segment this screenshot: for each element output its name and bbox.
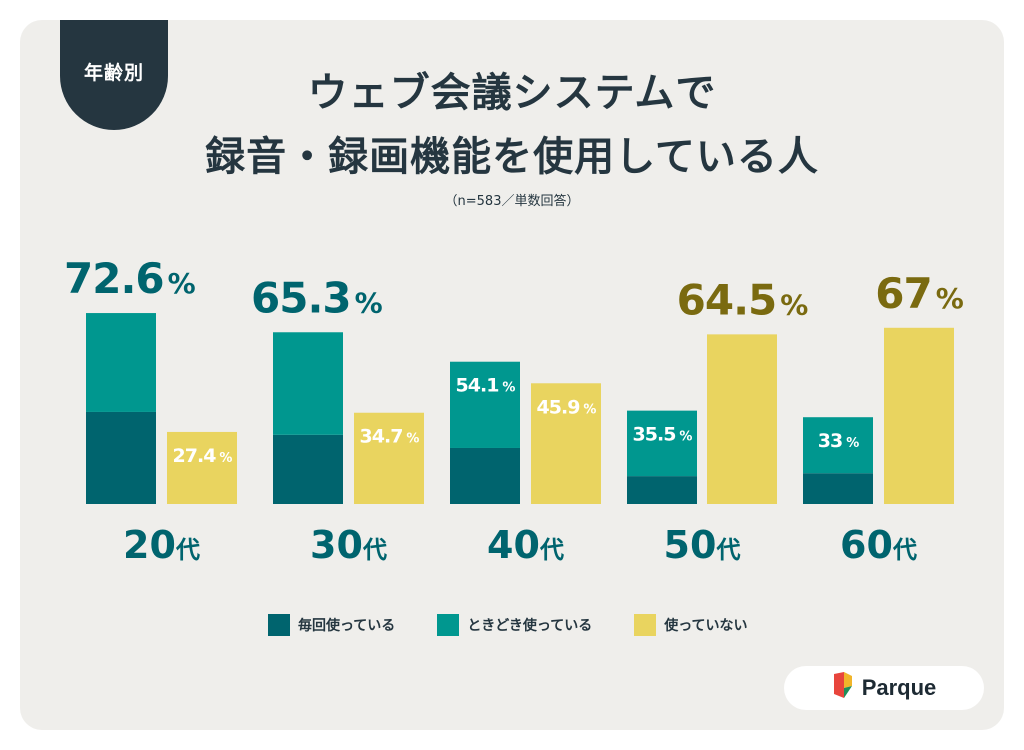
- parque-logo-text: Parque: [861, 675, 937, 700]
- legend-swatch-every-time: [268, 614, 290, 636]
- label-not-using-total-0-value: 27.4: [173, 445, 217, 467]
- bar-sometimes-4: [803, 417, 873, 474]
- bar-every-time-0: [86, 411, 156, 504]
- label-using-total-4-value: 33: [818, 430, 842, 452]
- category-number-0: 20: [123, 523, 176, 567]
- label-not-using-total-3-value: 64.5: [677, 275, 777, 324]
- label-not-using-total-1-percent: %: [406, 432, 419, 447]
- label-not-using-total-4-value: 67: [875, 269, 931, 318]
- legend-label-sometimes: ときどき使っている: [467, 618, 593, 634]
- label-using-total-4-percent: %: [846, 436, 859, 451]
- label-using-total-1: 65.3%: [251, 273, 383, 322]
- label-not-using-total-1: 34.7%: [360, 426, 420, 448]
- bar-sometimes-3: [627, 410, 697, 477]
- label-not-using-total-3-percent: %: [780, 288, 808, 321]
- category-label-2: 40代: [487, 523, 564, 567]
- bar-sometimes-2: [450, 361, 520, 448]
- legend-label-not-using: 使っていない: [664, 618, 748, 634]
- category-number-3: 50: [664, 523, 717, 567]
- label-not-using-total-0: 27.4%: [173, 445, 233, 467]
- label-using-total-1-percent: %: [355, 286, 383, 319]
- bar-not-using-1: [354, 412, 424, 504]
- bar-sometimes-0: [86, 313, 156, 412]
- parque-logo-icon: [832, 672, 854, 704]
- bar-not-using-3: [707, 334, 777, 504]
- category-label-0: 20代: [123, 523, 200, 567]
- category-suffix-4: 代: [892, 536, 917, 564]
- category-label-1: 30代: [310, 523, 387, 567]
- label-using-total-3: 35.5%: [633, 424, 693, 446]
- category-number-4: 60: [840, 523, 893, 567]
- legend: 毎回使っている ときどき使っている 使っていない: [268, 614, 790, 636]
- legend-item-every-time: 毎回使っている: [268, 614, 395, 636]
- category-suffix-1: 代: [362, 536, 387, 564]
- label-using-total-4: 33%: [818, 430, 859, 452]
- parque-logo: Parque: [784, 666, 984, 710]
- label-using-total-3-percent: %: [679, 430, 692, 445]
- bar-every-time-3: [627, 476, 697, 504]
- bar-every-time-2: [450, 447, 520, 504]
- label-not-using-total-1-value: 34.7: [360, 426, 403, 448]
- label-using-total-2-value: 54.1: [456, 375, 499, 397]
- label-using-total-2: 54.1%: [456, 375, 516, 397]
- category-suffix-3: 代: [715, 536, 740, 564]
- label-using-total-0-value: 72.6: [64, 254, 164, 303]
- age-badge: 年齢別: [60, 20, 168, 130]
- label-using-total-3-value: 35.5: [633, 424, 676, 446]
- label-using-total-2-percent: %: [502, 381, 515, 396]
- label-using-total-1-value: 65.3: [251, 273, 351, 322]
- chart-title-line1: ウェブ会議システムで: [307, 70, 717, 116]
- category-number-2: 40: [487, 523, 540, 567]
- label-not-using-total-0-percent: %: [219, 451, 232, 466]
- sample-note: （n=583／単数回答）: [444, 194, 580, 209]
- legend-label-every-time: 毎回使っている: [298, 618, 396, 634]
- category-label-3: 50代: [664, 523, 741, 567]
- bar-sometimes-1: [273, 332, 343, 435]
- legend-swatch-sometimes: [437, 614, 460, 636]
- category-label-4: 60代: [840, 523, 917, 567]
- label-not-using-total-2-value: 45.9: [537, 396, 580, 418]
- label-not-using-total-4-percent: %: [936, 282, 964, 315]
- bar-every-time-1: [273, 434, 343, 504]
- category-suffix-0: 代: [175, 536, 200, 564]
- bar-every-time-4: [803, 473, 873, 504]
- label-using-total-0: 72.6%: [64, 254, 196, 303]
- legend-item-not-using: 使っていない: [634, 614, 748, 636]
- label-not-using-total-2-percent: %: [583, 402, 596, 417]
- label-not-using-total-3: 64.5%: [677, 275, 809, 324]
- chart-title-line2: 録音・録画機能を使用している人: [205, 134, 819, 180]
- label-using-total-0-percent: %: [168, 267, 196, 300]
- bar-not-using-2: [531, 383, 601, 504]
- bar-not-using-0: [167, 431, 237, 504]
- bar-not-using-4: [884, 327, 954, 504]
- category-number-1: 30: [310, 523, 363, 567]
- legend-item-sometimes: ときどき使っている: [437, 614, 592, 636]
- label-not-using-total-4: 67%: [875, 269, 963, 318]
- category-suffix-2: 代: [539, 536, 564, 564]
- label-not-using-total-2: 45.9%: [537, 396, 597, 418]
- legend-swatch-not-using: [634, 614, 657, 636]
